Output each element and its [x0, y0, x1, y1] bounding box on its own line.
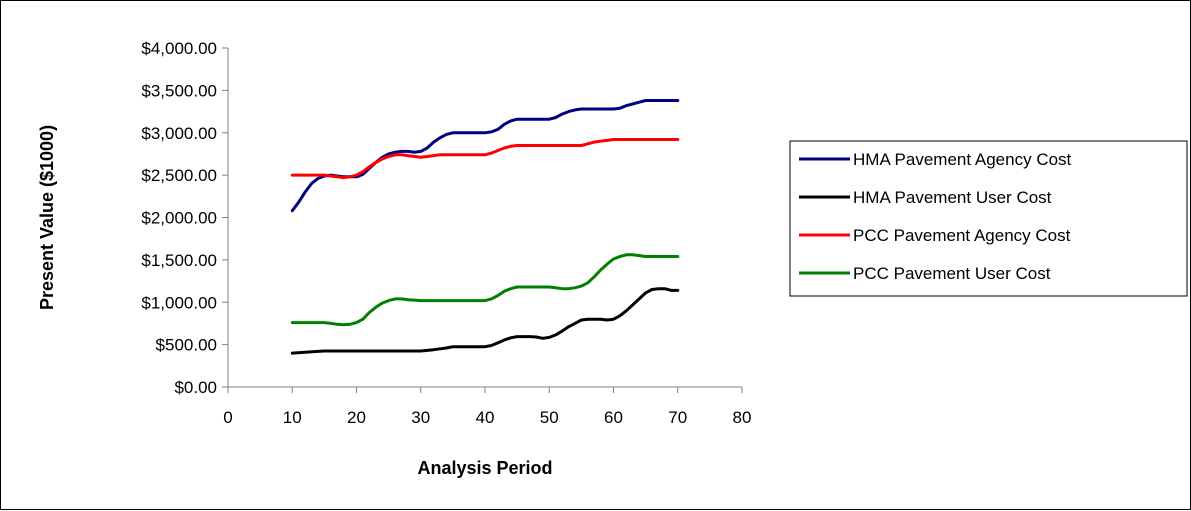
y-axis-title: Present Value ($1000)	[37, 125, 57, 310]
x-axis-title: Analysis Period	[417, 458, 552, 478]
y-tick-label: $2,000.00	[141, 209, 217, 228]
y-tick-label: $4,000.00	[141, 39, 217, 58]
y-tick-label: $2,500.00	[141, 166, 217, 185]
series-layer	[290, 99, 680, 355]
chart-legend: HMA Pavement Agency Cost HMA Pavement Use…	[789, 140, 1188, 297]
series-line-4	[290, 253, 680, 327]
series-line-3	[290, 138, 680, 180]
legend-label-3: PCC Pavement Agency Cost	[853, 226, 1071, 245]
legend-label-2: HMA Pavement User Cost	[853, 188, 1052, 207]
chart-axes: $0.00 $500.00 $1,000.00 $1,500.00 $2,000.00 $…	[141, 39, 751, 427]
x-tick-label: 10	[283, 408, 302, 427]
series-line-2	[290, 287, 680, 355]
x-tick-label: 60	[604, 408, 623, 427]
y-tick-label: $3,000.00	[141, 124, 217, 143]
y-tick-label: $3,500.00	[141, 81, 217, 100]
legend-box	[789, 140, 1188, 297]
legend-label-1: HMA Pavement Agency Cost	[853, 150, 1072, 169]
x-tick-label: 20	[347, 408, 366, 427]
x-tick-label: 40	[476, 408, 495, 427]
x-tick-label: 0	[223, 408, 232, 427]
x-tick-label: 30	[411, 408, 430, 427]
legend-label-4: PCC Pavement User Cost	[853, 264, 1051, 283]
x-tick-label: 70	[668, 408, 687, 427]
y-tick-label: $1,000.00	[141, 293, 217, 312]
x-tick-label: 80	[733, 408, 752, 427]
x-tick-label: 50	[540, 408, 559, 427]
y-tick-label: $1,500.00	[141, 251, 217, 270]
series-line-1	[290, 99, 680, 213]
y-tick-label: $500.00	[156, 336, 217, 355]
y-tick-label: $0.00	[174, 378, 217, 397]
